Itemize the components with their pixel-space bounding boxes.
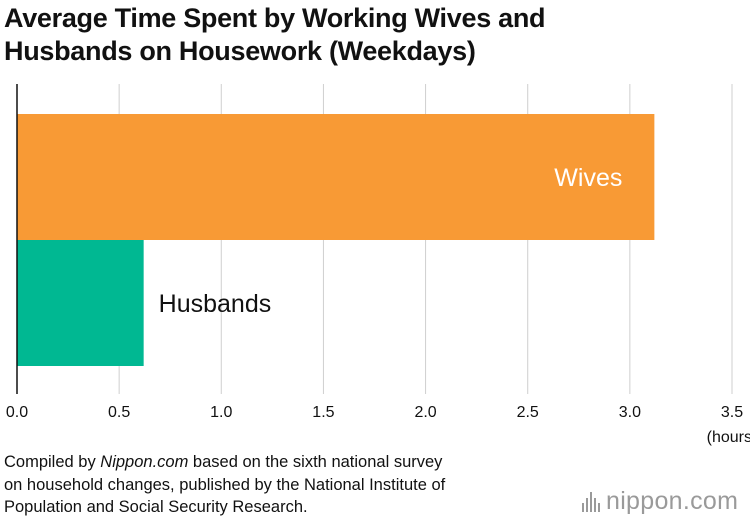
bar-label: Husbands bbox=[159, 290, 272, 318]
x-axis-label: (hours) bbox=[707, 429, 750, 446]
bar-chart: 0.0 0.5 1.0 1.5 2.0 2.5 3.0 3.5 (hours) Wives Husb… bbox=[6, 84, 750, 446]
x-tick-label: 2.5 bbox=[517, 404, 539, 421]
x-tick-label: 3.0 bbox=[619, 404, 641, 421]
bar-husbands bbox=[17, 240, 144, 366]
x-tick-label: 2.0 bbox=[414, 404, 436, 421]
logo-bars-icon bbox=[582, 491, 600, 512]
bar-label: Wives bbox=[554, 164, 622, 192]
x-tick-label: 1.0 bbox=[210, 404, 232, 421]
x-tick-label: 3.5 bbox=[721, 404, 743, 421]
source-line-3: Population and Social Security Research. bbox=[4, 498, 308, 516]
x-tick-label: 1.5 bbox=[312, 404, 334, 421]
source-line-2: on household changes, published by the N… bbox=[4, 475, 446, 494]
bar-wives bbox=[17, 114, 655, 240]
source-line-1: Compiled by Nippon.com based on the sixt… bbox=[4, 453, 443, 471]
x-tick-label: 0.0 bbox=[6, 404, 28, 421]
chart-title: Average Time Spent by Working Wives and … bbox=[4, 2, 744, 68]
source-note: Compiled by Nippon.com based on the sixt… bbox=[4, 451, 564, 519]
chart-title-line-1: Average Time Spent by Working Wives and bbox=[4, 3, 546, 33]
x-tick-label: 0.5 bbox=[108, 404, 130, 421]
chart-title-line-2: Husbands on Housework (Weekdays) bbox=[4, 36, 476, 66]
nippon-logo: nippon. com bbox=[582, 487, 738, 516]
